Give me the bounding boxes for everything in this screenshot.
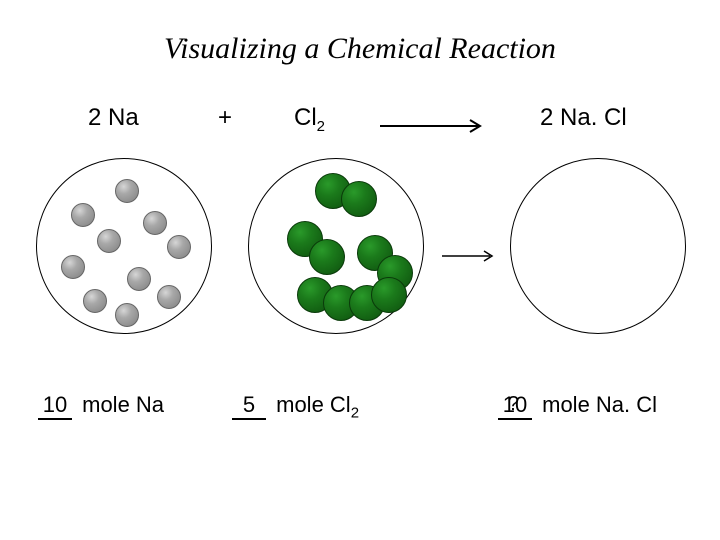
mole-na-label: mole Na: [82, 392, 164, 417]
atom-na: [143, 211, 167, 235]
circle-cl: [248, 158, 424, 334]
formula-na: Na: [108, 104, 139, 131]
atom-na: [115, 179, 139, 203]
circle-nacl: [510, 158, 686, 334]
mole-nacl: 10 ? mole Na. Cl: [498, 392, 657, 420]
formula-cl: Cl: [294, 104, 317, 131]
atom-na: [157, 285, 181, 309]
atom-na: [167, 235, 191, 259]
atom-na: [71, 203, 95, 227]
atom-cl: [371, 277, 407, 313]
atom-na: [97, 229, 121, 253]
page-title: Visualizing a Chemical Reaction: [0, 32, 720, 66]
subscript-cl2: 2: [317, 118, 325, 135]
coef-na: 2: [88, 104, 101, 131]
atom-na: [115, 303, 139, 327]
mole-nacl-value: 10 ?: [498, 392, 532, 420]
circle-na: [36, 158, 212, 334]
coef-nacl: 2: [540, 104, 553, 131]
mole-na: 10 mole Na: [38, 392, 164, 420]
mole-nacl-overlay: ?: [508, 393, 519, 416]
equation-plus: +: [218, 104, 232, 132]
atom-na: [61, 255, 85, 279]
atom-cl: [309, 239, 345, 275]
mole-cl-sub: 2: [351, 404, 359, 421]
mole-cl-value: 5: [232, 392, 266, 420]
atom-na: [127, 267, 151, 291]
mole-nacl-label: mole Na. Cl: [542, 392, 657, 417]
equation-product-nacl: 2 Na. Cl: [540, 104, 627, 132]
atom-na: [83, 289, 107, 313]
mole-cl-label: mole Cl: [276, 392, 351, 417]
equation-reactant-cl2: Cl2: [294, 104, 325, 135]
arrow-equation-icon: [378, 116, 488, 136]
formula-nacl: Na. Cl: [560, 104, 627, 131]
equation-reactant-na: 2 Na: [88, 104, 139, 132]
atom-cl: [341, 181, 377, 217]
arrow-mid-icon: [440, 248, 498, 264]
mole-na-value: 10: [38, 392, 72, 420]
mole-cl: 5 mole Cl2: [232, 392, 359, 421]
